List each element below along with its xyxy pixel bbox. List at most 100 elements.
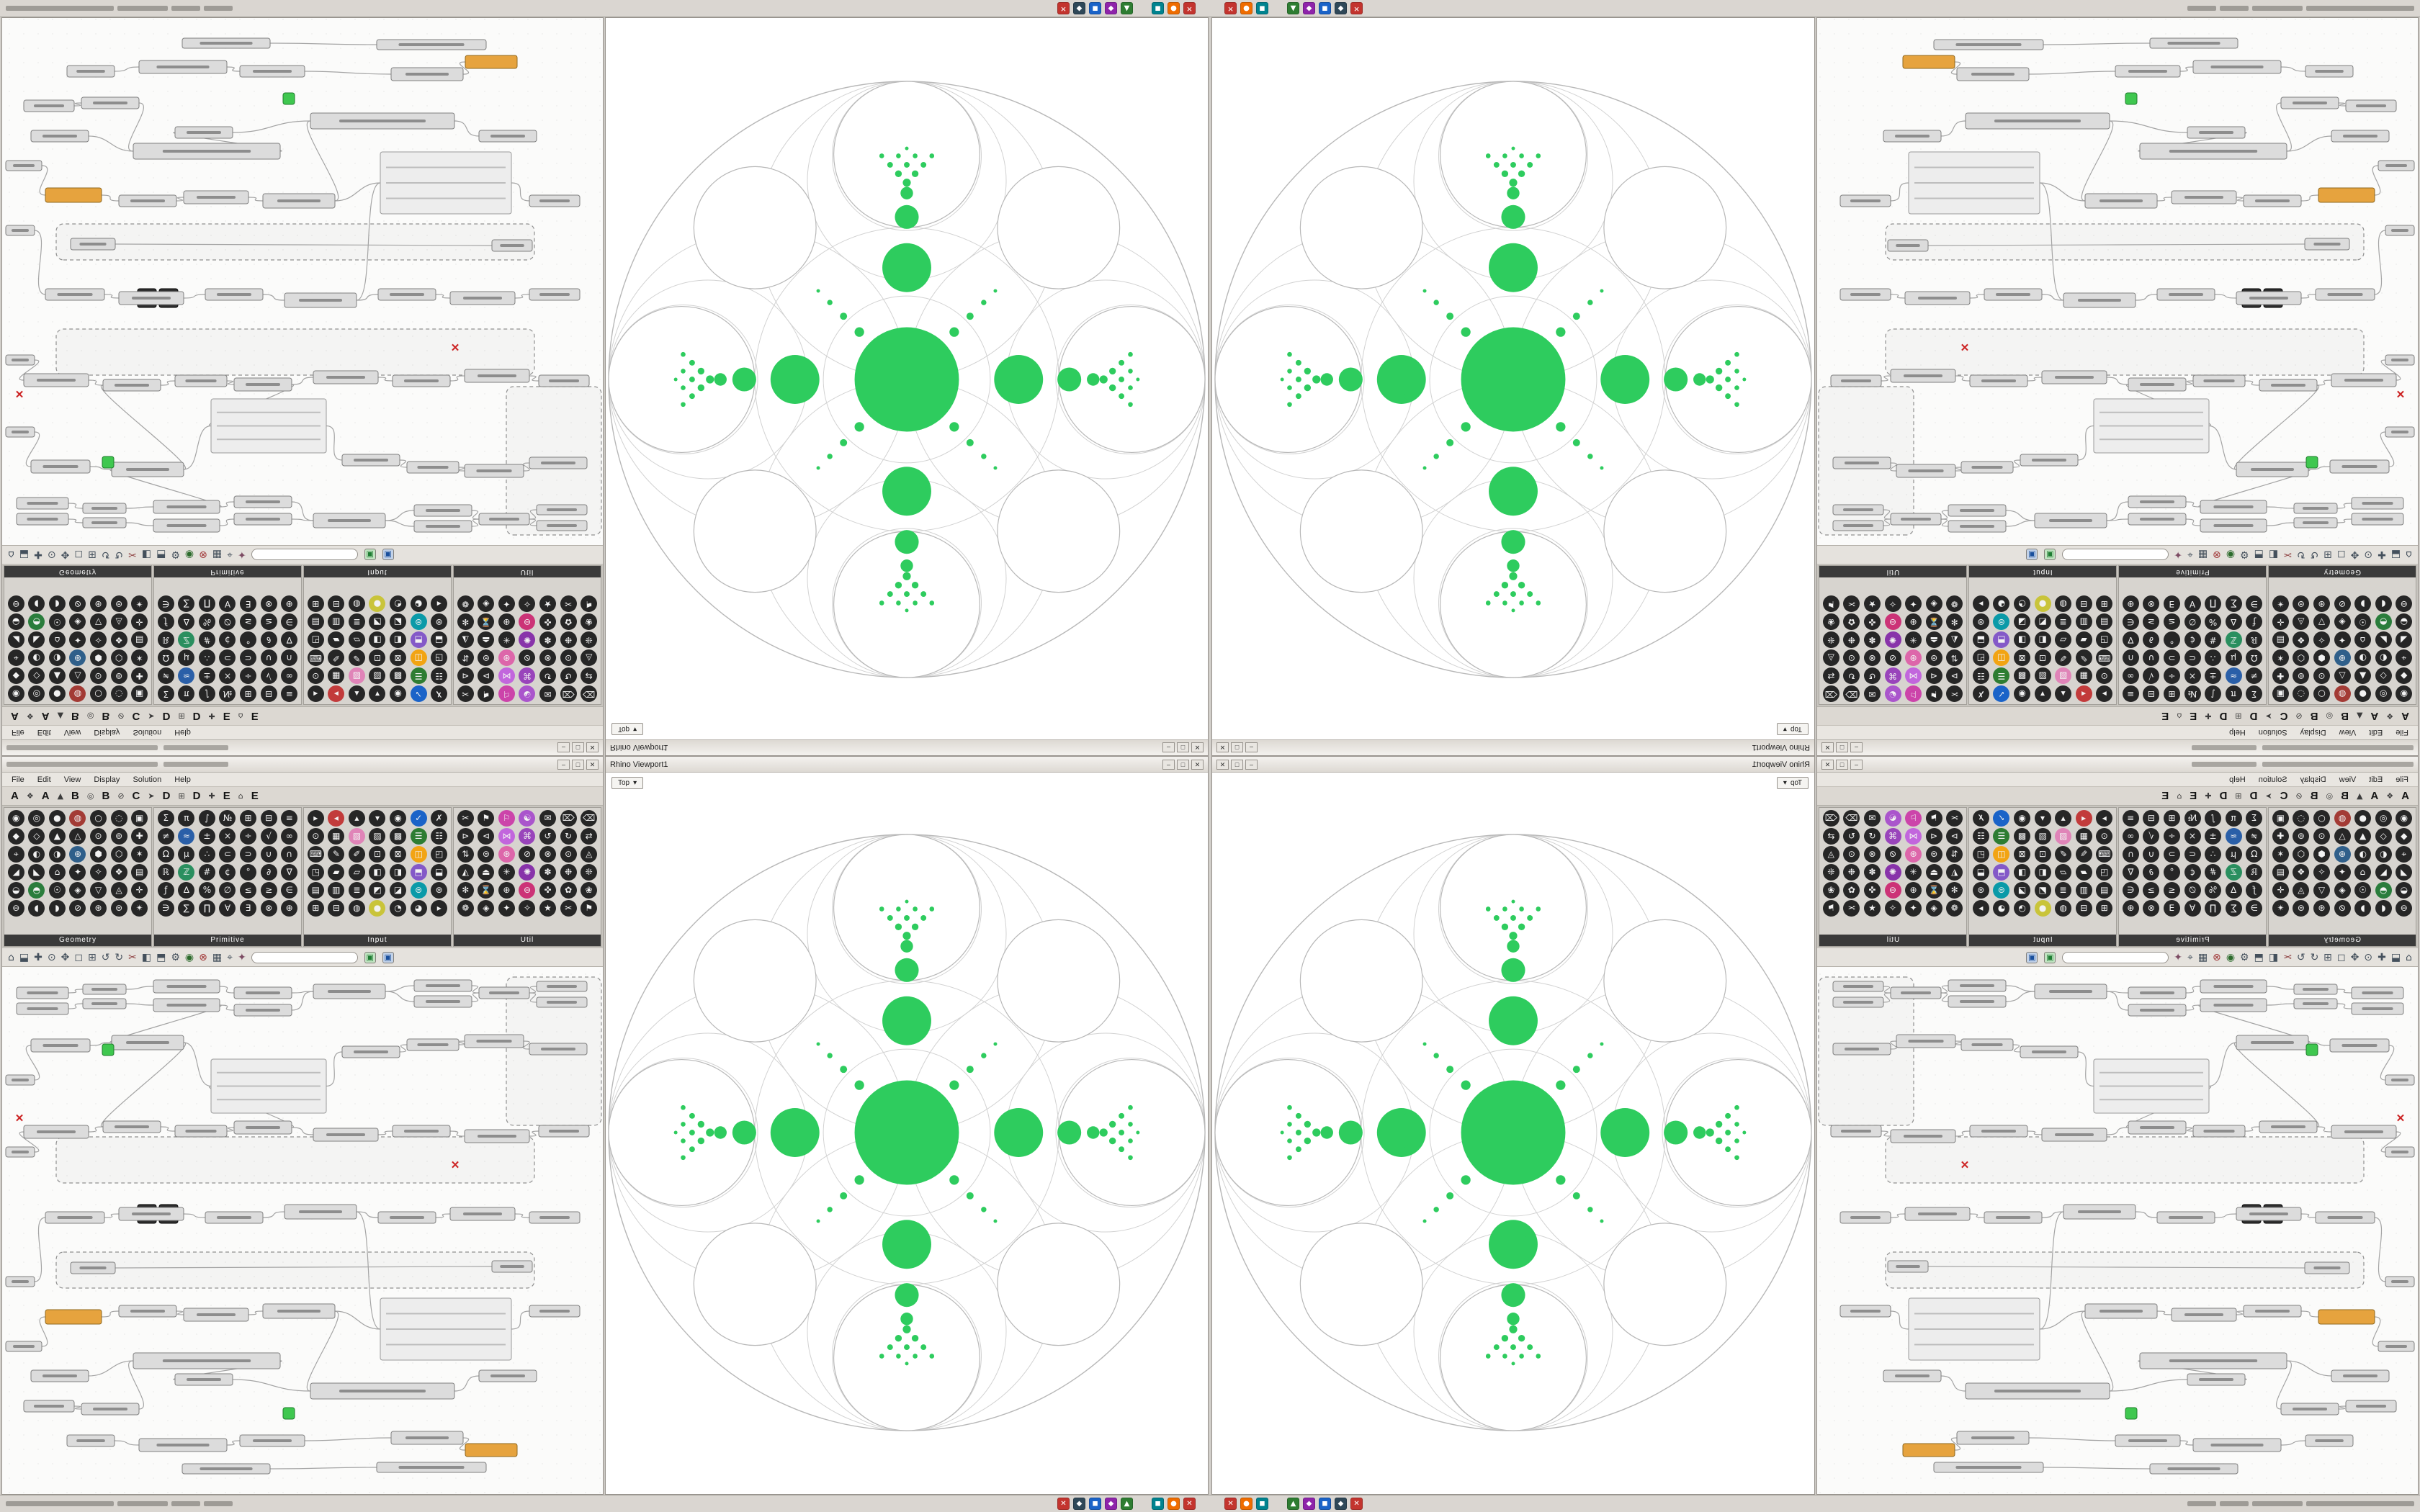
toolbar-icon[interactable]: ⊙ [2364, 951, 2373, 963]
component-tab[interactable]: B [2310, 710, 2318, 722]
component-icon[interactable]: ◬ [1822, 649, 1839, 666]
component-icon[interactable]: ⌂ [2354, 864, 2372, 881]
component-icon[interactable]: ◓ [2375, 613, 2392, 630]
component-icon[interactable]: ▰ [2075, 864, 2092, 881]
component-icon[interactable]: ◆ [2396, 667, 2413, 684]
component-icon[interactable]: ≈ [178, 667, 195, 684]
component-icon[interactable]: ☷ [1972, 667, 1989, 684]
component-icon[interactable]: ◪ [390, 613, 407, 630]
warning-node[interactable] [2318, 1309, 2375, 1325]
component-icon[interactable]: ℤ [178, 864, 195, 881]
toolbar-icon[interactable]: ⌖ [2187, 951, 2193, 963]
component-icon[interactable]: ⊛ [431, 613, 448, 630]
component-icon[interactable]: ☰ [410, 828, 427, 845]
app-icon-teal[interactable]: ◼ [1256, 2, 1268, 14]
component-icon[interactable]: ◍ [69, 810, 86, 827]
component-icon[interactable]: ☷ [1972, 828, 1989, 845]
grasshopper-titlebar[interactable]: – □ ✕ [1817, 739, 2418, 755]
component-icon[interactable]: ✺ [519, 864, 536, 881]
component-tab[interactable]: B [102, 710, 110, 722]
component-icon[interactable]: ⌘ [519, 828, 536, 845]
component-icon[interactable]: ◆ [2396, 828, 2413, 845]
component-icon[interactable]: ⊜ [110, 595, 127, 612]
component-icon[interactable]: ◪ [2013, 613, 2030, 630]
component-icon[interactable]: ⊗ [539, 846, 557, 863]
toolbar-icon[interactable]: ✂ [2283, 951, 2292, 963]
close-button[interactable]: ✕ [586, 742, 599, 753]
toolbar-icon[interactable]: ◻ [74, 549, 83, 561]
component-icon[interactable]: ⊲ [1925, 667, 1942, 684]
solver-state-button[interactable]: ▣ [364, 549, 376, 561]
component-icon[interactable]: ⊂ [219, 649, 236, 666]
component-icon[interactable]: ✽ [1863, 864, 1881, 881]
component-icon[interactable]: ⊕ [2122, 900, 2139, 917]
component-icon[interactable]: ∇ [281, 631, 298, 648]
component-icon[interactable]: ⊘ [519, 649, 536, 666]
component-icon[interactable]: ⌨ [2096, 649, 2113, 666]
component-icon[interactable]: ◣ [28, 631, 45, 648]
component-icon[interactable]: ⌘ [1884, 667, 1901, 684]
component-icon[interactable]: ◫ [1993, 846, 2010, 863]
component-icon[interactable]: ∀ [219, 595, 236, 612]
component-icon[interactable]: ✻ [1946, 613, 1963, 630]
component-icon[interactable]: π [178, 685, 195, 702]
component-icon[interactable]: ● [2354, 685, 2372, 702]
component-icon[interactable]: ☉ [48, 882, 66, 899]
toolbar-icon[interactable]: ✂ [2283, 549, 2292, 561]
component-icon[interactable]: ▴ [2055, 810, 2072, 827]
component-icon[interactable]: ❉ [1843, 631, 1860, 648]
component-icon[interactable]: ✽ [1863, 631, 1881, 648]
component-icon[interactable]: ° [2163, 864, 2180, 881]
component-icon[interactable]: ✶ [2272, 649, 2289, 666]
component-icon[interactable]: ◢ [2396, 631, 2413, 648]
component-icon[interactable]: ⊖ [519, 882, 536, 899]
app-icon-purple[interactable]: ◆ [1303, 1498, 1315, 1510]
node-graph[interactable]: ✕✕ [1817, 967, 2418, 1494]
component-icon[interactable]: ⊖ [519, 613, 536, 630]
component-icon[interactable]: ☯ [1884, 685, 1901, 702]
solver-state-button[interactable]: ▣ [2044, 549, 2056, 561]
toolbar-icon[interactable]: ✂ [128, 549, 137, 561]
component-icon[interactable]: ∂ [260, 631, 277, 648]
component-icon[interactable]: ○ [2313, 685, 2330, 702]
component-icon[interactable]: ⚑ [478, 810, 495, 827]
component-icon[interactable]: π [2225, 685, 2242, 702]
toolbar-icon[interactable]: ⬓ [2390, 549, 2401, 561]
component-icon[interactable]: ▩ [390, 667, 407, 684]
component-icon[interactable]: ⊖ [7, 595, 24, 612]
component-icon[interactable]: ≈ [178, 828, 195, 845]
component-icon[interactable]: ▱ [348, 631, 365, 648]
toolbar-icon[interactable]: ✚ [34, 951, 42, 963]
component-icon[interactable]: ▨ [369, 828, 386, 845]
component-icon[interactable]: ◣ [2375, 864, 2392, 881]
component-icon[interactable]: ☷ [431, 828, 448, 845]
component-tab[interactable]: D [162, 790, 171, 802]
component-icon[interactable]: ⊚ [2293, 828, 2310, 845]
component-icon[interactable]: ◈ [478, 900, 495, 917]
component-icon[interactable]: ∃ [240, 900, 257, 917]
component-icon[interactable]: ▸ [1972, 900, 1989, 917]
component-icon[interactable]: ⊛ [431, 882, 448, 899]
component-icon[interactable]: ⌖ [7, 846, 24, 863]
component-icon[interactable]: ✺ [519, 631, 536, 648]
component-icon[interactable]: ⊙ [560, 649, 577, 666]
component-icon[interactable]: ⊛ [498, 649, 515, 666]
component-icon[interactable]: ◍ [2055, 595, 2072, 612]
component-icon[interactable]: ▣ [2272, 685, 2289, 702]
component-icon[interactable]: ▥ [328, 882, 345, 899]
component-icon[interactable]: ◓ [2375, 882, 2392, 899]
component-icon[interactable]: ☯ [1884, 810, 1901, 827]
preview-state-button[interactable]: ▣ [382, 951, 394, 963]
component-icon[interactable]: ● [2354, 810, 2372, 827]
component-tab[interactable]: C [132, 710, 140, 722]
component-icon[interactable]: ▤ [307, 882, 324, 899]
component-icon[interactable]: ✜ [1863, 613, 1881, 630]
component-icon[interactable]: ▣ [131, 685, 148, 702]
component-icon[interactable]: ⊛ [1905, 846, 1922, 863]
component-icon[interactable]: ▰ [328, 631, 345, 648]
component-icon[interactable]: ≥ [2143, 882, 2160, 899]
component-icon[interactable]: ✉ [1863, 685, 1881, 702]
component-icon[interactable]: ◬ [110, 882, 127, 899]
component-icon[interactable]: ∇ [281, 864, 298, 881]
app-icon-blue[interactable]: ◼ [1319, 2, 1331, 14]
